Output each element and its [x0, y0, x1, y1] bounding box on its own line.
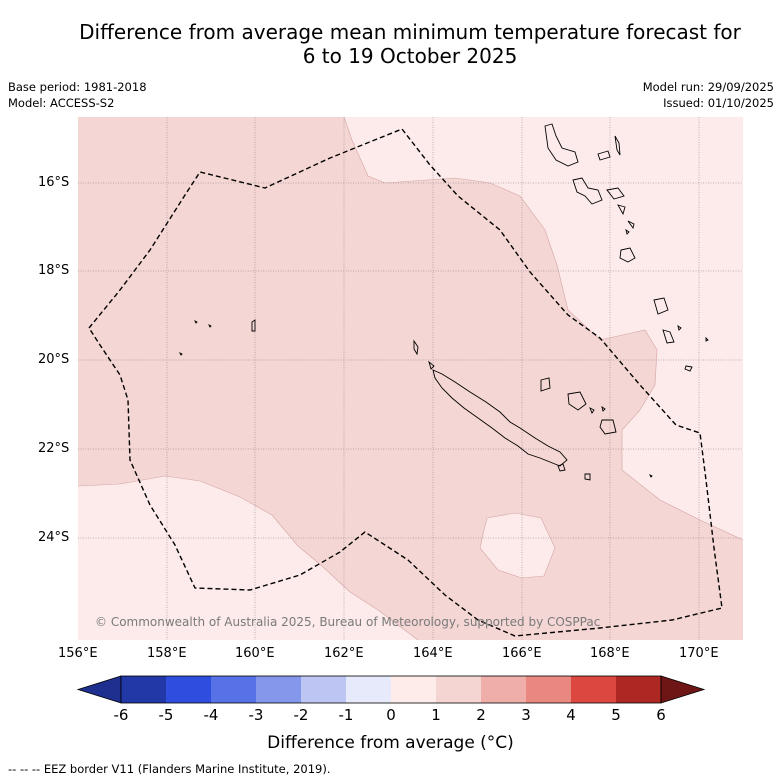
- malo-island: [597, 150, 611, 161]
- colorbar-swatch: [256, 676, 301, 703]
- maewo-island: [614, 135, 621, 156]
- reef-islet: [648, 473, 653, 478]
- anomaly-contour: [78, 475, 419, 640]
- lat-label-18s: 18°S: [38, 263, 70, 278]
- lon-label-160e: 160°E: [235, 646, 275, 661]
- loyalty-islet: [601, 405, 606, 412]
- shepherd-islet: [627, 220, 635, 230]
- colorbar-tick: 2: [476, 706, 486, 724]
- colorbar-tick: -4: [203, 706, 219, 724]
- belep-islands: [413, 339, 419, 356]
- futuna-islet: [705, 336, 709, 342]
- efate-island: [619, 247, 636, 263]
- colorbar-tick: -2: [293, 706, 309, 724]
- model-name: Model: ACCESS-S2: [8, 96, 115, 110]
- ouvea-island: [540, 377, 551, 392]
- anomaly-contour: [479, 512, 556, 579]
- lon-label-162e: 162°E: [324, 646, 364, 661]
- colorbar-swatch: [391, 676, 436, 703]
- coastline-vanuatu: [544, 123, 709, 372]
- lat-label-24s: 24°S: [38, 530, 70, 545]
- colorbar-tick: -5: [158, 706, 174, 724]
- lon-label-158e: 158°E: [147, 646, 187, 661]
- base-period: Base period: 1981-2018: [8, 80, 147, 94]
- lon-label-166e: 166°E: [502, 646, 542, 661]
- new-caledonia-mainland: [432, 369, 568, 467]
- tanna-island: [662, 329, 675, 344]
- epi-island: [617, 204, 626, 216]
- lat-label-16s: 16°S: [38, 175, 70, 190]
- erromango-island: [653, 297, 669, 315]
- colorbar-swatch: [526, 676, 571, 703]
- lon-label-170e: 170°E: [679, 646, 719, 661]
- reef-islet: [178, 351, 183, 356]
- colorbar-tick: 5: [611, 706, 621, 724]
- lon-label-156e: 156°E: [58, 646, 98, 661]
- ambrym-island: [606, 187, 625, 200]
- colorbar-tick: -1: [338, 706, 354, 724]
- colorbar-tick: 4: [566, 706, 576, 724]
- coastline-new-caledonia: [413, 339, 617, 481]
- aniwa-islet: [677, 324, 682, 331]
- lat-label-22s: 22°S: [38, 441, 70, 456]
- colorbar-tick: 3: [521, 706, 531, 724]
- issued-date: Issued: 01/10/2025: [663, 96, 774, 110]
- colorbar-extend-high: [660, 675, 706, 704]
- colorbar-swatch: [121, 676, 166, 703]
- colorbar-swatch: [346, 676, 391, 703]
- anomaly-region-0-1-northeast: [344, 117, 743, 540]
- colorbar-tick: -3: [248, 706, 264, 724]
- lon-label-168e: 168°E: [590, 646, 630, 661]
- colorbar-tick: 1: [431, 706, 441, 724]
- colorbar-swatch: [571, 676, 616, 703]
- mare-island: [599, 419, 617, 435]
- colorbar-outline: [120, 675, 662, 704]
- colorbar-swatch: [616, 676, 661, 703]
- chart-title-line2: 6 to 19 October 2025: [302, 44, 518, 68]
- lifou-island: [567, 391, 587, 411]
- gridlines: [78, 117, 743, 640]
- model-run: Model run: 29/09/2025: [642, 80, 774, 94]
- loyalty-islet: [589, 407, 595, 414]
- colorbar-tick: 0: [386, 706, 396, 724]
- map-attribution: © Commonwealth of Australia 2025, Bureau…: [95, 615, 600, 629]
- reef-islet: [207, 323, 212, 328]
- aneityum-island: [684, 365, 693, 372]
- anomaly-contour: [343, 117, 743, 541]
- chart-title-line1: Difference from average mean minimum tem…: [79, 20, 741, 44]
- eez-border: [88, 128, 723, 637]
- colorbar-swatch: [301, 676, 346, 703]
- lat-label-20s: 20°S: [38, 352, 70, 367]
- malakula-island: [572, 177, 603, 205]
- colorbar: [76, 675, 706, 704]
- walpole-island: [584, 473, 591, 481]
- colorbar-swatch: [436, 676, 481, 703]
- vanuatu-islet: [625, 228, 630, 235]
- reef-islet: [193, 319, 198, 324]
- isle-of-pines: [557, 463, 566, 472]
- anomaly-region-0-1-south-patch: [480, 513, 555, 578]
- colorbar-label: Difference from average (°C): [267, 733, 514, 753]
- lon-label-164e: 164°E: [413, 646, 453, 661]
- colorbar-tick: -6: [113, 706, 129, 724]
- anomaly-region-0-1-southwest: [78, 476, 418, 640]
- espiritu-santo: [544, 123, 579, 167]
- colorbar-swatch: [166, 676, 211, 703]
- northern-islet: [428, 360, 435, 370]
- colorbar-swatch: [211, 676, 256, 703]
- colorbar-swatch: [481, 676, 526, 703]
- eez-footnote: -- -- -- EEZ border V11 (Flanders Marine…: [8, 762, 331, 776]
- reef-islet: [251, 319, 256, 332]
- colorbar-extend-low: [76, 675, 122, 704]
- coastline-chesterfield: [178, 319, 653, 478]
- colorbar-tick: 6: [656, 706, 666, 724]
